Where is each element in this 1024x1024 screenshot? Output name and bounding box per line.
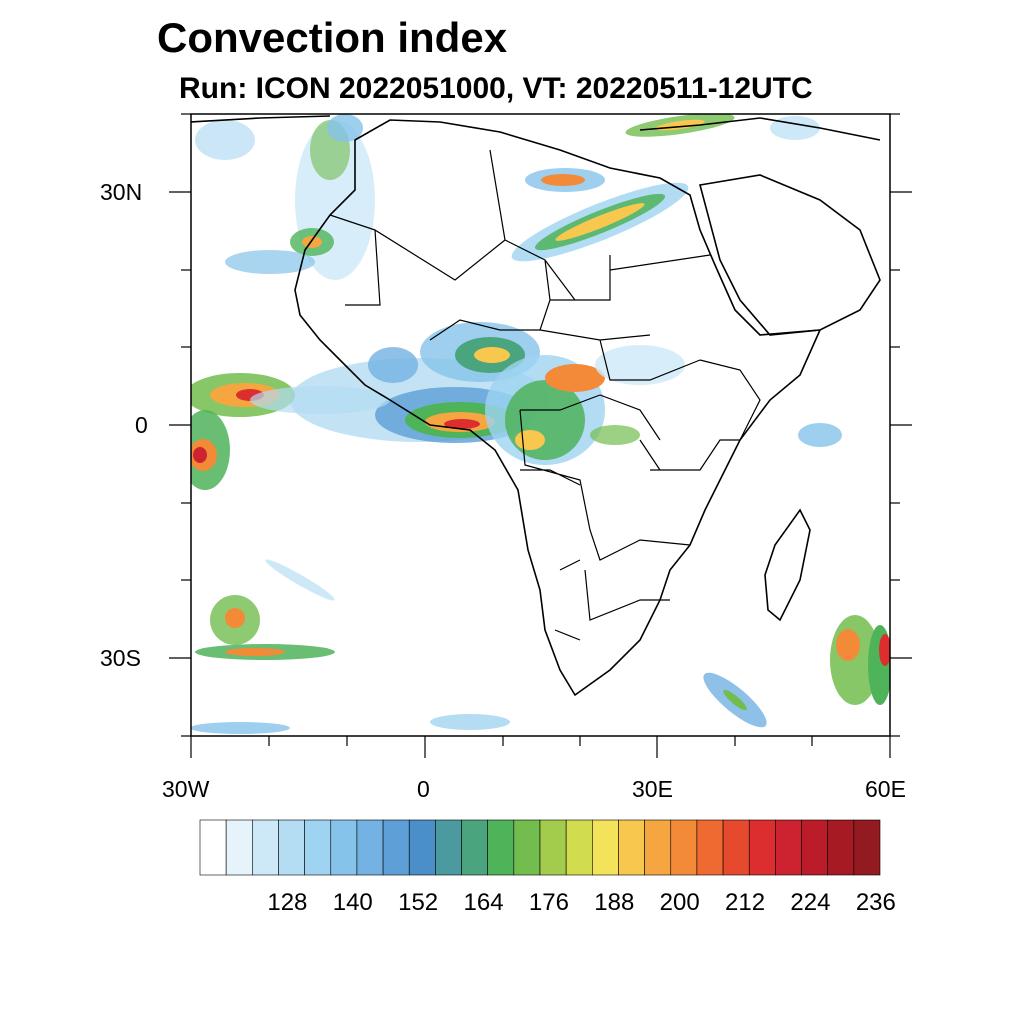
colorbar-label: 200 [659, 889, 700, 916]
convection-area-north-africa [195, 114, 735, 280]
colorbar-swatch [382, 819, 410, 876]
colorbar-swatch [775, 819, 802, 876]
colorbar-swatch [696, 819, 724, 876]
lon-label-30w: 30W [162, 776, 210, 802]
colorbar-swatch [539, 819, 567, 876]
colorbar-swatch [278, 819, 305, 876]
colorbar-swatch [225, 819, 253, 876]
lon-label-60e: 60E [865, 776, 906, 802]
convection-area-madagascar-east [830, 615, 890, 705]
colorbar-swatch [435, 819, 462, 876]
colorbar-label: 128 [267, 889, 308, 916]
colorbar-swatch [513, 819, 541, 876]
colorbar-swatch [618, 819, 645, 876]
convection-area-mediterranean [327, 114, 820, 142]
colorbar-label: 152 [398, 889, 439, 916]
colorbar-swatch [748, 819, 776, 876]
convection-field [191, 114, 890, 734]
lat-label-30s: 30S [100, 645, 141, 671]
colorbar-swatch [827, 819, 855, 876]
colorbar-swatch [853, 819, 881, 876]
colorbar-swatch [722, 819, 750, 876]
convection-area-atlantic-equatorial [191, 373, 842, 490]
colorbar-swatch [461, 819, 488, 876]
colorbar-swatch [644, 819, 672, 876]
colorbar-swatch [304, 819, 332, 876]
lat-label-30n: 30N [100, 179, 143, 205]
colorbar-label: 188 [594, 889, 635, 916]
madagascar-coastline [764, 508, 811, 622]
coastlines [191, 115, 881, 697]
colorbar-swatch [408, 819, 436, 876]
colorbar-swatch [670, 819, 698, 876]
convection-area-south-atlantic [191, 559, 767, 734]
colorbar-label: 140 [332, 889, 373, 916]
chart-subtitle: Run: ICON 2022051000, VT: 20220511-12UTC [179, 72, 813, 105]
colorbar-swatch [252, 819, 279, 876]
colorbar-swatch [199, 819, 227, 876]
arabia-coastline [699, 174, 881, 336]
convection-area-central-africa [485, 345, 685, 465]
lon-label-30e: 30E [632, 776, 673, 802]
colorbar-label: 164 [463, 889, 504, 916]
colorbar-swatch [487, 819, 515, 876]
lat-label-0: 0 [135, 412, 148, 438]
africa-coastline [294, 119, 822, 697]
colorbar-swatch [330, 819, 358, 876]
colorbar-swatch [801, 819, 828, 876]
colorbar-label: 224 [790, 889, 831, 916]
colorbar-label: 176 [528, 889, 569, 916]
colorbar-swatch [356, 819, 384, 876]
lon-label-0: 0 [417, 776, 430, 802]
colorbar-swatch [565, 819, 593, 876]
colorbar-label: 212 [725, 889, 766, 916]
colorbar-swatch [592, 819, 619, 876]
country-borders [329, 149, 761, 641]
europe-coastline [191, 115, 881, 141]
colorbar [199, 819, 881, 876]
colorbar-label: 236 [855, 889, 896, 916]
axis-ticks [169, 113, 912, 758]
chart-title: Convection index [157, 14, 508, 61]
